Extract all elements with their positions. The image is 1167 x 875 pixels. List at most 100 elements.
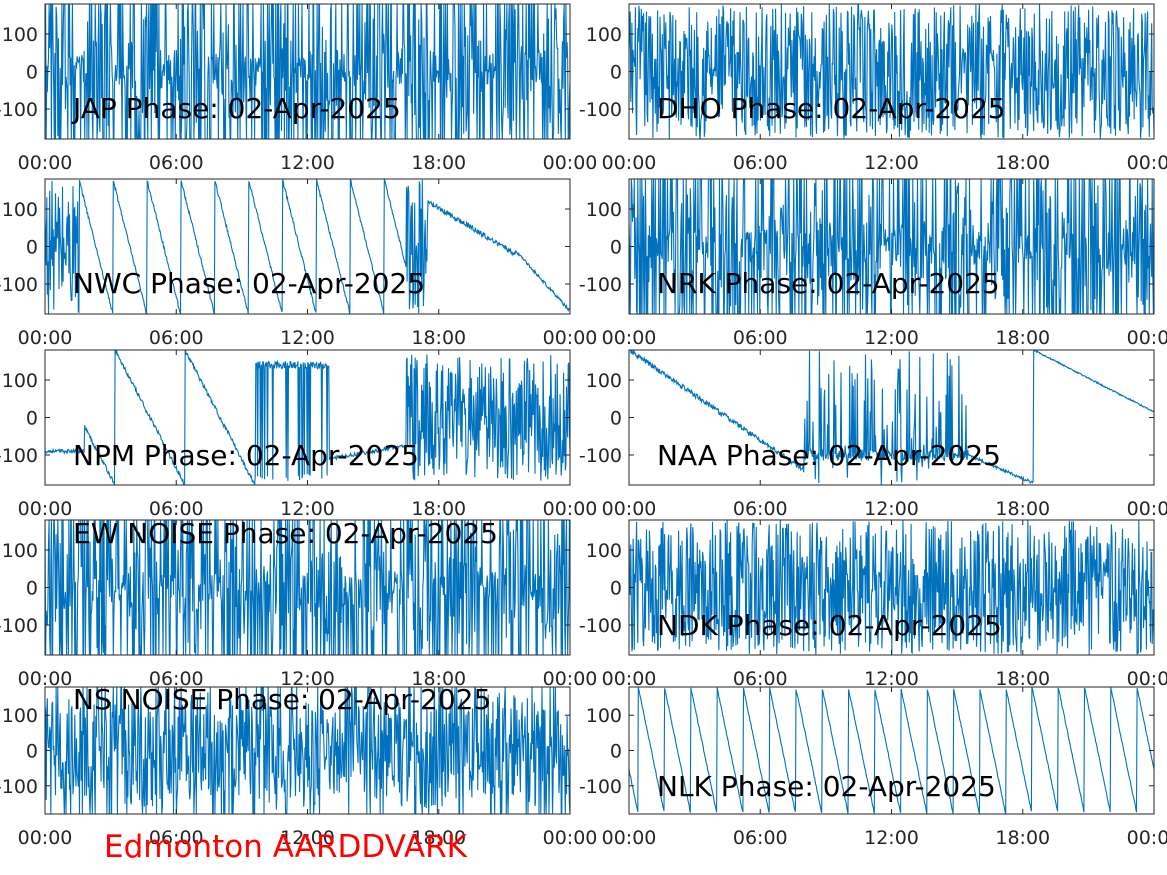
x-tick-label: 12:00	[280, 327, 335, 349]
x-tick-label: 00:00	[543, 668, 598, 690]
x-tick-label: 06:00	[149, 668, 204, 690]
y-tick-label: 100	[2, 540, 38, 562]
y-tick-label: 0	[610, 408, 622, 430]
y-tick-label: -100	[579, 99, 622, 121]
subplot-title: JAP Phase: 02-Apr-2025	[71, 92, 401, 125]
x-tick-label: 00:00	[543, 152, 598, 174]
y-tick-label: 0	[26, 741, 38, 763]
y-tick-label: 0	[26, 408, 38, 430]
x-tick-label: 06:00	[733, 152, 788, 174]
y-tick-label: 100	[2, 199, 38, 221]
x-tick-label: 06:00	[733, 498, 788, 520]
x-tick-label: 00:00	[18, 327, 73, 349]
y-tick-label: -100	[0, 776, 38, 798]
x-tick-label: 00:00	[543, 327, 598, 349]
x-tick-label: 12:00	[280, 827, 335, 849]
phase-trace	[45, 4, 570, 139]
x-tick-label: 00:00	[602, 668, 657, 690]
x-tick-label: 06:00	[149, 327, 204, 349]
phase-trace	[629, 520, 1154, 655]
subplot-title: NS NOISE Phase: 02-Apr-2025	[73, 683, 491, 716]
phase-trace	[45, 520, 570, 655]
x-tick-label: 06:00	[149, 152, 204, 174]
y-tick-label: 100	[2, 24, 38, 46]
x-tick-label: 00:00	[18, 668, 73, 690]
x-tick-label: 18:00	[411, 327, 466, 349]
y-tick-label: 100	[2, 705, 38, 727]
x-tick-label: 18:00	[995, 668, 1050, 690]
subplot-title: NPM Phase: 02-Apr-2025	[73, 439, 419, 472]
x-tick-label: 00:00	[18, 152, 73, 174]
subplot-title: NWC Phase: 02-Apr-2025	[73, 267, 425, 300]
x-tick-label: 00:00	[543, 827, 598, 849]
subplot-title: DHO Phase: 02-Apr-2025	[657, 92, 1006, 125]
subplot-4: 100 0 -100 00:00 06:00 12:00 18:00 00:00 NRK Pha…	[579, 178, 1167, 349]
x-tick-label: 06:00	[149, 498, 204, 520]
y-tick-label: 0	[610, 237, 622, 259]
subplot-5: 100 0 -100 00:00 06:00 12:00 18:00 00:00 NPM Pha…	[0, 349, 597, 520]
x-tick-label: 18:00	[995, 498, 1050, 520]
subplot-title: NDK Phase: 02-Apr-2025	[657, 609, 1002, 642]
phase-trace	[45, 687, 570, 814]
y-tick-label: 100	[586, 705, 622, 727]
x-tick-label: 06:00	[733, 827, 788, 849]
subplot-7: 100 0 -100 00:00 06:00 12:00 18:00 00:00 EW NOIS…	[0, 517, 597, 690]
y-tick-label: 0	[26, 578, 38, 600]
x-tick-label: 18:00	[411, 152, 466, 174]
x-tick-label: 18:00	[995, 327, 1050, 349]
y-tick-label: 0	[26, 62, 38, 84]
x-tick-label: 00:00	[602, 498, 657, 520]
x-tick-label: 12:00	[864, 827, 919, 849]
phase-trace	[629, 687, 1154, 814]
x-tick-label: 12:00	[280, 498, 335, 520]
phase-trace	[45, 179, 570, 314]
subplot-title: NAA Phase: 02-Apr-2025	[657, 439, 1001, 472]
x-tick-label: 00:00	[1127, 152, 1167, 174]
y-tick-label: 100	[2, 370, 38, 392]
x-tick-label: 00:00	[602, 152, 657, 174]
x-tick-label: 00:00	[602, 327, 657, 349]
subplot-2: 100 0 -100 00:00 06:00 12:00 18:00 00:00 DHO Pha…	[579, 3, 1167, 174]
y-tick-label: -100	[579, 615, 622, 637]
x-tick-label: 12:00	[280, 668, 335, 690]
x-tick-label: 00:00	[602, 827, 657, 849]
subplot-9: 100 0 -100 00:00 06:00 12:00 18:00 00:00 NS NOIS…	[0, 683, 597, 849]
y-tick-label: 100	[586, 370, 622, 392]
x-tick-label: 06:00	[149, 827, 204, 849]
subplot-3: 100 0 -100 00:00 06:00 12:00 18:00 00:00 NWC Pha…	[0, 178, 598, 349]
subplot-title: NLK Phase: 02-Apr-2025	[657, 770, 996, 803]
y-tick-label: 0	[610, 62, 622, 84]
x-tick-label: 06:00	[733, 668, 788, 690]
subplot-1: 100 0 -100 00:00 06:00 12:00 18:00 00:00 JAP Pha…	[0, 3, 598, 174]
x-tick-label: 12:00	[280, 152, 335, 174]
x-tick-label: 12:00	[864, 152, 919, 174]
x-tick-label: 18:00	[411, 827, 466, 849]
x-tick-label: 18:00	[411, 668, 466, 690]
x-tick-label: 00:00	[1127, 498, 1167, 520]
x-tick-label: 12:00	[864, 498, 919, 520]
subplot-title: EW NOISE Phase: 02-Apr-2025	[73, 517, 498, 550]
y-tick-label: 100	[586, 540, 622, 562]
x-tick-label: 00:00	[18, 498, 73, 520]
phase-trace	[629, 179, 1154, 314]
y-tick-label: 100	[586, 24, 622, 46]
y-tick-label: 0	[610, 741, 622, 763]
phase-trace	[629, 4, 1154, 139]
x-tick-label: 12:00	[864, 668, 919, 690]
x-tick-label: 12:00	[864, 327, 919, 349]
x-tick-label: 18:00	[995, 152, 1050, 174]
x-tick-label: 06:00	[733, 327, 788, 349]
phase-trace	[45, 350, 570, 485]
subplot-6: 100 0 -100 00:00 06:00 12:00 18:00 00:00 NAA Pha…	[579, 349, 1167, 520]
subplot-8: 100 0 -100 00:00 06:00 12:00 18:00 00:00 NDK Pha…	[579, 519, 1167, 690]
x-tick-label: 18:00	[411, 498, 466, 520]
y-tick-label: -100	[0, 99, 38, 121]
y-tick-label: 100	[586, 199, 622, 221]
x-tick-label: 00:00	[18, 827, 73, 849]
subplot-title: NRK Phase: 02-Apr-2025	[657, 267, 1000, 300]
y-tick-label: -100	[579, 445, 622, 467]
phase-trace	[629, 350, 1154, 485]
x-tick-label: 18:00	[995, 827, 1050, 849]
x-tick-label: 00:00	[1127, 327, 1167, 349]
